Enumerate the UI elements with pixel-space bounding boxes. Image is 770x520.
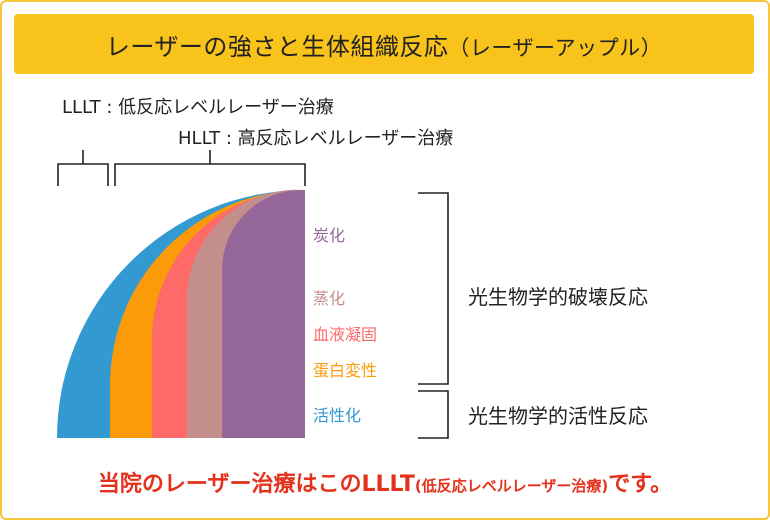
label-activation: 活性化 [313, 406, 362, 425]
title-paren: （レーザーアップル） [448, 35, 663, 60]
label-protein-denaturation: 蛋白変性 [313, 361, 378, 380]
diagram-title: レーザーの強さと生体組織反応（レーザーアップル） [106, 27, 662, 62]
activating-reaction-bracket [418, 390, 449, 439]
activating-reaction-label: 光生物学的活性反応 [468, 404, 648, 428]
hllt-bracket [114, 150, 306, 186]
destructive-reaction-bracket [418, 192, 449, 385]
destructive-reaction-label: 光生物学的破壊反応 [468, 285, 648, 309]
clinic-note: 当院のレーザー治療はこのLLLT(低反応レベルレーザー治療)です。 [0, 466, 770, 498]
layer-carbonization [221, 189, 305, 438]
note-end: です。 [608, 472, 673, 497]
label-carbonization: 炭化 [313, 226, 346, 245]
title-bar: レーザーの強さと生体組織反応（レーザーアップル） [14, 14, 754, 74]
label-blood-coagulation: 血液凝固 [313, 325, 378, 344]
label-vaporization: 蒸化 [313, 289, 346, 308]
note-main: 当院のレーザー治療はこのLLLT [97, 472, 415, 497]
hllt-definition: HLLT : 高反応レベルレーザー治療 [178, 128, 454, 149]
lllt-definition: LLLT : 低反応レベルレーザー治療 [62, 97, 334, 118]
title-main: レーザーの強さと生体組織反応 [105, 32, 449, 61]
lllt-bracket [57, 150, 109, 186]
note-paren: (低反応レベルレーザー治療) [414, 477, 609, 495]
